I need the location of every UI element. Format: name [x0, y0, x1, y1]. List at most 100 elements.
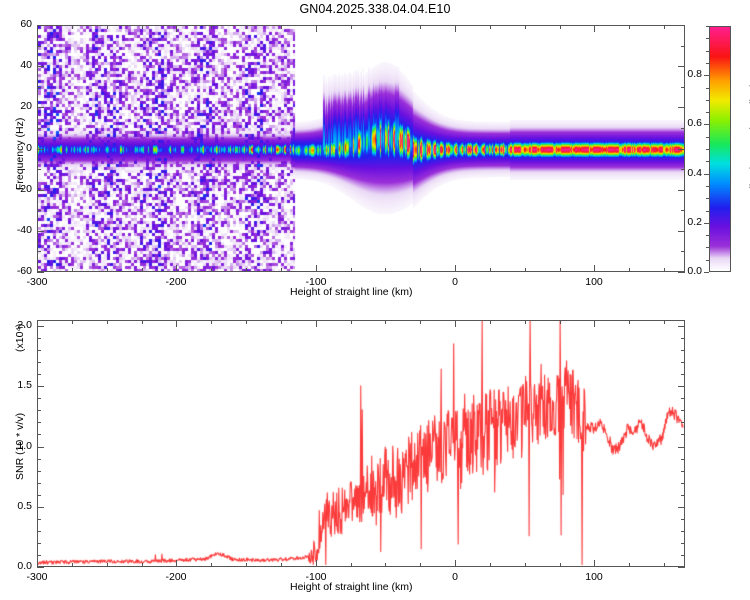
tick-mark [176, 265, 177, 272]
tick-mark [681, 459, 685, 460]
tick-label: -300 [26, 276, 48, 288]
tick-label: 40 [20, 59, 32, 71]
tick-mark [681, 46, 685, 47]
tick-mark [681, 362, 685, 363]
tick-mark [664, 320, 665, 324]
tick-mark [420, 268, 421, 272]
tick-mark [706, 186, 709, 187]
tick-mark [678, 66, 685, 67]
tick-mark [246, 320, 247, 324]
tick-mark [664, 563, 665, 567]
tick-mark [704, 75, 709, 76]
tick-mark [37, 210, 41, 211]
tick-mark [37, 555, 41, 556]
tick-mark [594, 265, 595, 272]
tick-label: 0 [26, 142, 32, 154]
tick-mark [681, 531, 685, 532]
tick-mark [107, 25, 108, 29]
tick-mark [211, 25, 212, 29]
tick-mark [681, 543, 685, 544]
tick-mark [681, 210, 685, 211]
tick-mark [490, 25, 491, 29]
tick-mark [678, 190, 685, 191]
tick-mark [281, 320, 282, 324]
tick-mark [72, 320, 73, 324]
tick-mark [455, 560, 456, 567]
tick-mark [316, 265, 317, 272]
tick-mark [281, 25, 282, 29]
spectrogram-x-axis-label: Height of straight line (km) [290, 286, 413, 298]
tick-label: 0.6 [687, 117, 702, 129]
tick-mark [107, 268, 108, 272]
tick-mark [176, 320, 177, 327]
tick-mark [385, 563, 386, 567]
tick-mark [455, 25, 456, 32]
tick-mark [681, 350, 685, 351]
tick-mark [560, 25, 561, 29]
tick-mark [246, 268, 247, 272]
tick-label: -60 [16, 265, 32, 277]
tick-mark [704, 124, 709, 125]
snr-panel [37, 320, 685, 567]
tick-mark [281, 268, 282, 272]
tick-mark [678, 567, 685, 568]
tick-mark [107, 320, 108, 324]
tick-mark [37, 265, 38, 272]
tick-mark [37, 25, 44, 26]
tick-mark [420, 25, 421, 29]
tick-label: 0.2 [687, 216, 702, 228]
tick-mark [706, 260, 709, 261]
tick-mark [681, 87, 685, 88]
tick-mark [37, 447, 44, 448]
tick-mark [681, 519, 685, 520]
tick-mark [706, 211, 709, 212]
tick-mark [37, 46, 41, 47]
tick-mark [37, 272, 44, 273]
tick-mark [37, 338, 41, 339]
tick-mark [37, 350, 41, 351]
tick-mark [37, 362, 41, 363]
tick-mark [678, 386, 685, 387]
tick-mark [142, 25, 143, 29]
tick-mark [385, 320, 386, 324]
tick-label: 0.0 [17, 560, 32, 572]
tick-mark [37, 471, 41, 472]
tick-mark [281, 563, 282, 567]
tick-label: 60 [20, 18, 32, 30]
tick-mark [246, 563, 247, 567]
tick-mark [560, 563, 561, 567]
tick-mark [594, 560, 595, 567]
spectrogram-panel [37, 25, 685, 272]
tick-mark [560, 320, 561, 324]
tick-mark [681, 338, 685, 339]
tick-mark [678, 107, 685, 108]
spectrogram-y-axis-label: Frequency (Hz) [14, 117, 26, 190]
tick-mark [678, 231, 685, 232]
tick-mark [525, 563, 526, 567]
tick-mark [37, 25, 38, 32]
snr-y-axis-multiplier: (x10⁴) [14, 323, 26, 352]
tick-mark [594, 320, 595, 327]
tick-mark [681, 251, 685, 252]
tick-mark [704, 272, 709, 273]
tick-mark [525, 320, 526, 324]
tick-mark [681, 422, 685, 423]
tick-mark [681, 398, 685, 399]
tick-mark [681, 128, 685, 129]
tick-label: 0 [452, 276, 458, 288]
tick-mark [455, 265, 456, 272]
tick-mark [525, 25, 526, 29]
tick-label: 0 [452, 571, 458, 583]
tick-mark [351, 320, 352, 324]
tick-mark [704, 174, 709, 175]
tick-mark [681, 471, 685, 472]
tick-mark [706, 88, 709, 89]
tick-mark [37, 434, 41, 435]
tick-label: -200 [165, 571, 187, 583]
tick-mark [246, 25, 247, 29]
tick-mark [420, 563, 421, 567]
tick-mark [706, 100, 709, 101]
tick-mark [385, 25, 386, 29]
tick-mark [37, 149, 44, 150]
